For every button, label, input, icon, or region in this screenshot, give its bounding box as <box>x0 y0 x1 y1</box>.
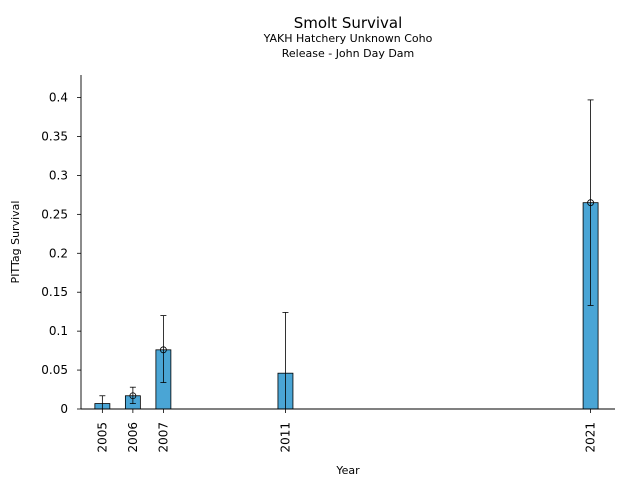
y-tick-label: 0.35 <box>41 130 68 144</box>
y-tick-label: 0.4 <box>49 91 68 105</box>
x-axis-label: Year <box>335 464 360 477</box>
y-tick-label: 0 <box>60 402 68 416</box>
y-tick-label: 0.1 <box>49 324 68 338</box>
x-tick-label: 2005 <box>95 422 109 453</box>
plot-area: 0 0.05 0.1 0.15 0.2 0.25 0.3 0.35 0.4 2005 2006 200… <box>41 75 615 453</box>
y-tick-label: 0.15 <box>41 285 68 299</box>
x-tick-label: 2011 <box>278 422 292 453</box>
y-axis-label: PITTag Survival <box>9 201 22 284</box>
point-marker-2006 <box>129 392 137 400</box>
point-marker-2021 <box>587 199 594 207</box>
point-marker-2007 <box>159 346 167 354</box>
y-tick-label: 0.05 <box>41 363 68 377</box>
x-tick-label: 2007 <box>156 422 170 453</box>
x-tick-label: 2006 <box>126 422 140 453</box>
x-tick-label: 2021 <box>584 422 598 453</box>
y-tick-label: 0.3 <box>49 168 68 182</box>
chart-subtitle-line-2: Release - John Day Dam <box>282 47 415 60</box>
y-tick-label: 0.2 <box>49 246 68 260</box>
chart-title: Smolt Survival <box>294 14 403 32</box>
y-tick-label: 0.25 <box>41 207 68 221</box>
chart-subtitle-line-1: YAKH Hatchery Unknown Coho <box>263 32 433 45</box>
